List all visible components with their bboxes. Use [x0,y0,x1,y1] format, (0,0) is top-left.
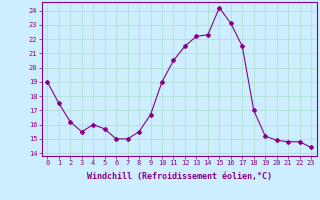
X-axis label: Windchill (Refroidissement éolien,°C): Windchill (Refroidissement éolien,°C) [87,172,272,181]
